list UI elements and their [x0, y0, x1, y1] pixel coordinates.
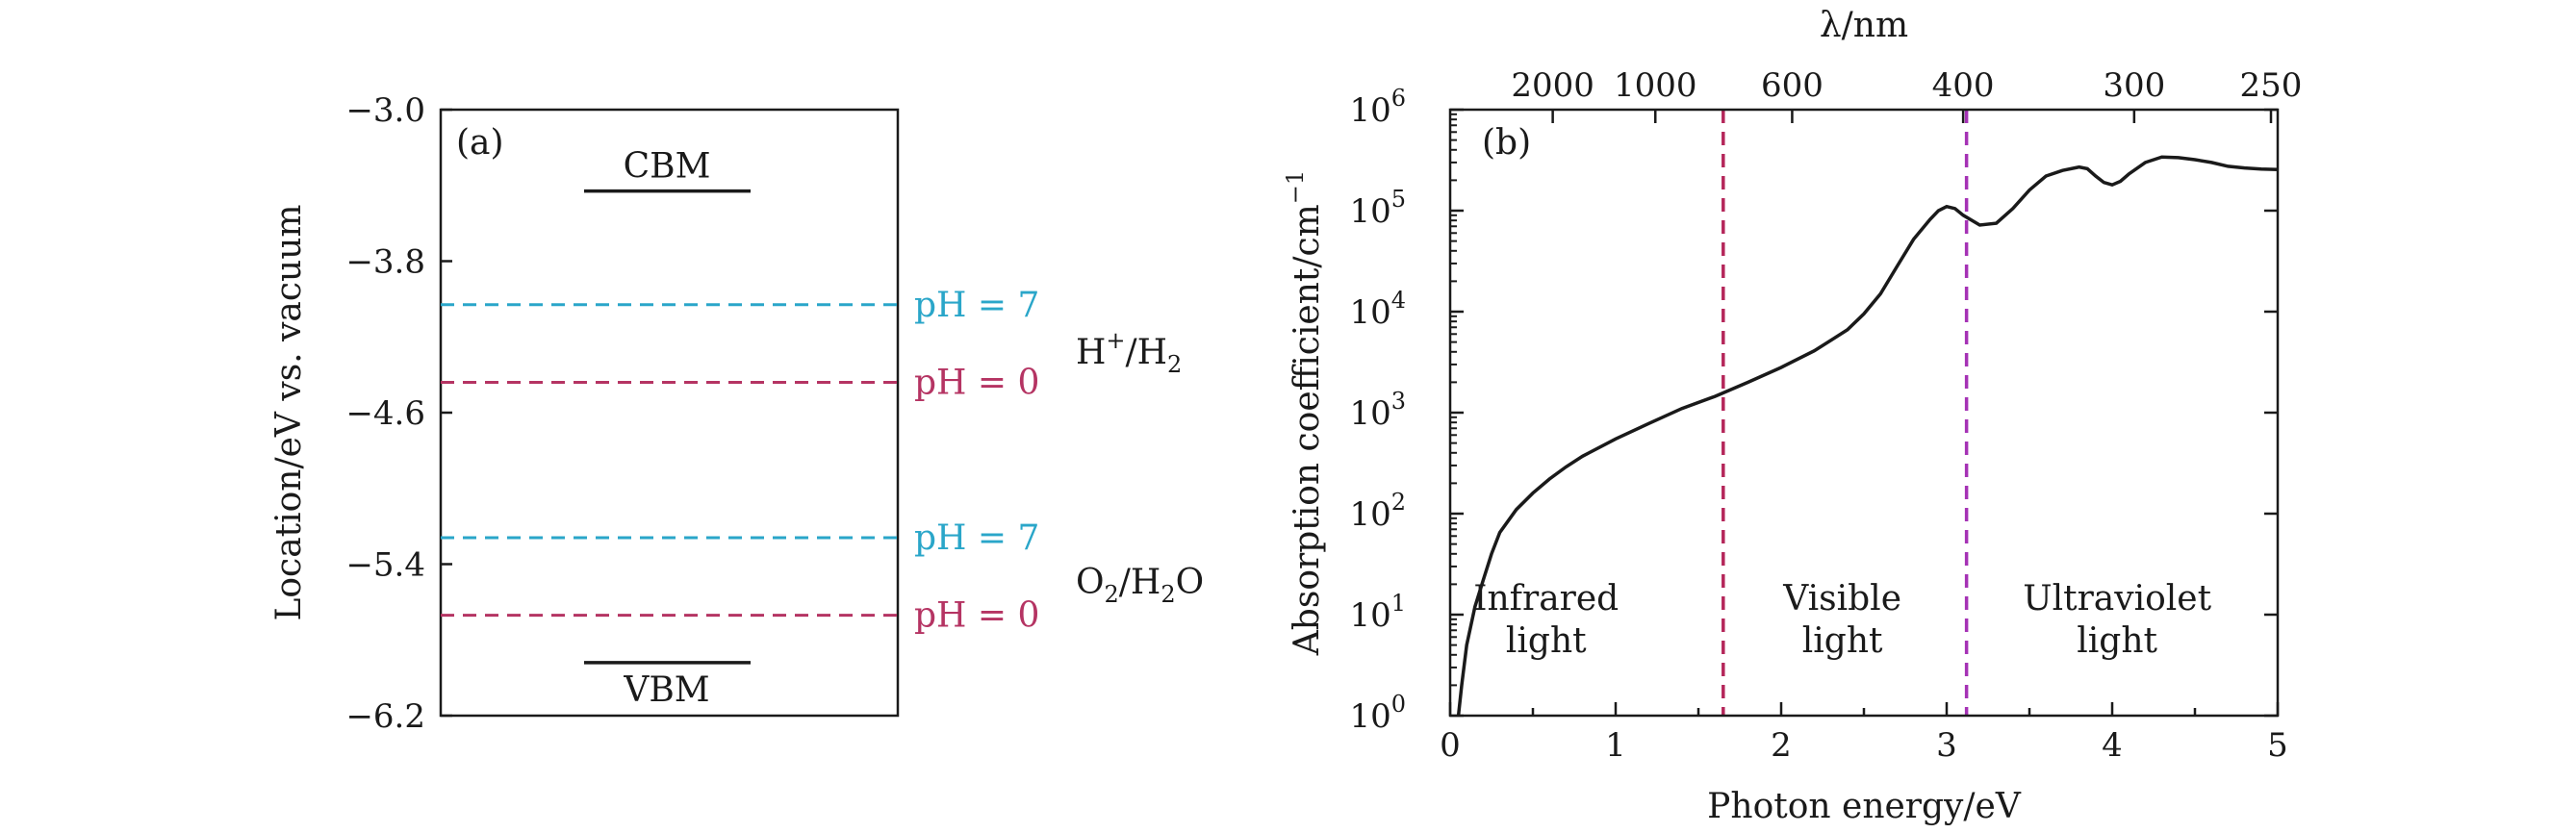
panel-b-top-tick-label: 2000	[1511, 66, 1594, 105]
panel-b-y-ticks: 100 101 102 103 104 105 106	[1349, 85, 2278, 736]
panel-b-y-tick-label: 100	[1349, 691, 1406, 736]
redox-line-label: pH = 0	[914, 364, 1039, 403]
panel-b-x-tick-label: 5	[2267, 726, 2288, 765]
panel-a-y-tick-label: −5.4	[345, 546, 425, 585]
band-level-label: VBM	[623, 670, 709, 710]
panel-b-y-axis-label: Absorption coefficient/cm−1	[1282, 170, 1327, 656]
panel-b-region-labels: InfraredlightVisiblelightUltravioletligh…	[1473, 579, 2211, 661]
panel-b-y-tick-label: 105	[1349, 186, 1406, 231]
panel-b-x-tick-label: 1	[1605, 726, 1626, 765]
panel-a-y-tick-label: −3.0	[345, 91, 425, 130]
panel-b-label: (b)	[1482, 123, 1531, 163]
panel-b-y-tick-label: 106	[1349, 85, 1406, 130]
region-label-second-line: light	[2077, 621, 2157, 661]
panel-b-y-tick-label: 101	[1349, 590, 1406, 635]
panel-b-x-axis-label: Photon energy/eV	[1707, 787, 2022, 826]
region-label: Ultraviolet	[2023, 579, 2211, 618]
region-label-second-line: light	[1506, 621, 1587, 661]
panel-b-top-tick-label: 400	[1932, 66, 1995, 105]
redox-line-label: pH = 0	[914, 596, 1039, 636]
panel-b-top-tick-label: 600	[1761, 66, 1824, 105]
panel-b-y-tick-label: 104	[1349, 287, 1406, 332]
panel-a-band-levels: CBM VBM	[584, 147, 751, 710]
region-label: Infrared	[1473, 579, 1619, 618]
panel-b-x-tick-label: 4	[2102, 726, 2123, 765]
panel-a-label: (a)	[456, 123, 504, 163]
panel-a-y-tick-label: −6.2	[345, 697, 425, 736]
panel-a-y-ticks: −3.0 −3.8 −4.6 −5.4 −6.2	[345, 91, 452, 736]
panel-b-x-tick-label: 3	[1936, 726, 1957, 765]
panel-b-absorption: 0 1 2 3 4 5 100 101 102 103 104 105 106 2000 1000 600…	[1282, 6, 2302, 826]
absorption-curve	[1456, 155, 2279, 717]
panel-b-top-tick-label: 300	[2103, 66, 2165, 105]
panel-a-y-axis-label: Location/eV vs. vacuum	[269, 204, 309, 620]
region-label-second-line: light	[1802, 621, 1883, 661]
panel-a-y-tick-label: −3.8	[345, 243, 425, 282]
redox-line-label: pH = 7	[914, 518, 1039, 558]
panel-a-y-tick-label: −4.6	[345, 394, 425, 433]
panel-a-energy-levels: −3.0−3.8−4.6−5.4−6.2 pH = 7pH = 0pH = 7p…	[269, 91, 1204, 736]
couple-label-h2: H+/H2	[1076, 327, 1182, 378]
redox-line-label: pH = 7	[914, 286, 1039, 325]
panel-b-y-tick-label: 102	[1349, 489, 1406, 534]
panel-b-top-ticks: 2000 1000 600 400 300 250	[1511, 66, 2302, 123]
panel-b-x-tick-label: 0	[1440, 726, 1461, 765]
panel-b-x-tick-label: 2	[1771, 726, 1792, 765]
band-level-label: CBM	[624, 147, 711, 187]
panel-b-x-ticks: 0 1 2 3 4 5	[1440, 702, 2288, 765]
region-label: Visible	[1782, 579, 1901, 618]
panel-b-top-tick-label: 1000	[1614, 66, 1697, 105]
panel-b-y-tick-label: 103	[1349, 388, 1406, 433]
couple-label-o2: O2/H2O	[1076, 563, 1204, 608]
panel-b-region-boundaries	[1722, 110, 1969, 716]
panel-b-top-tick-label: 250	[2240, 66, 2303, 105]
panel-a-redox-lines: pH = 7 pH = 0 pH = 7 pH = 0	[441, 286, 1039, 636]
panel-a-frame	[439, 108, 900, 718]
panel-b-top-axis-label: λ/nm	[1820, 6, 1908, 45]
